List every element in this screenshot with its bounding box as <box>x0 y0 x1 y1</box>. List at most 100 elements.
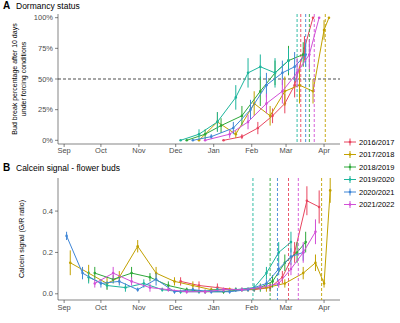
point <box>241 114 244 117</box>
point <box>204 290 207 293</box>
plot-area <box>58 14 340 144</box>
legend-key <box>344 167 356 168</box>
point <box>265 272 268 275</box>
error-bar <box>241 288 242 292</box>
y-tick <box>55 79 58 80</box>
panel-label: A <box>3 0 10 11</box>
release-line <box>305 14 306 144</box>
point <box>304 53 307 56</box>
point <box>93 282 96 285</box>
error-bar <box>260 54 261 79</box>
legend-key <box>350 164 351 171</box>
y-tick <box>55 48 58 49</box>
error-bar <box>248 115 249 130</box>
error-bar <box>113 267 114 279</box>
y-tick-label: 0.0 <box>43 289 53 298</box>
error-bar <box>131 277 132 285</box>
error-bar <box>229 290 230 294</box>
error-bar <box>282 79 283 104</box>
legend-label: 2021/2022 <box>359 200 394 209</box>
point <box>216 121 219 124</box>
point <box>259 286 262 289</box>
series-line <box>181 61 289 141</box>
error-bar <box>266 267 267 279</box>
x-tick-label: Apr <box>318 303 330 312</box>
error-bar <box>221 118 222 133</box>
point <box>323 282 326 285</box>
point <box>149 276 152 279</box>
legend-key <box>349 178 352 181</box>
point <box>302 272 305 275</box>
y-tick-label: 0.4 <box>43 207 53 216</box>
error-bar <box>217 112 218 132</box>
error-bar <box>180 277 181 285</box>
point <box>293 65 296 68</box>
x-tick-label: Jan <box>208 303 220 312</box>
point <box>185 139 188 142</box>
error-bar <box>156 273 157 285</box>
series <box>65 178 304 300</box>
error-bar <box>205 290 206 294</box>
error-bar <box>137 240 138 252</box>
point <box>192 284 195 287</box>
legend-key <box>344 154 356 155</box>
point <box>265 102 268 105</box>
series <box>93 178 316 300</box>
point <box>124 286 127 289</box>
point <box>302 53 305 56</box>
point <box>130 272 133 275</box>
point <box>106 284 109 287</box>
point <box>328 16 331 19</box>
point <box>290 241 293 244</box>
x-tick-label: Sep <box>57 146 70 155</box>
series-line <box>205 18 319 141</box>
y-tick <box>55 17 58 18</box>
title: Dormancy status <box>16 1 80 11</box>
release-line <box>277 178 278 300</box>
error-bar <box>282 271 283 283</box>
point <box>287 59 290 62</box>
error-bar <box>137 288 138 292</box>
error-bar <box>315 219 316 244</box>
x-tick-label: Mar <box>280 146 293 155</box>
error-bar <box>315 255 316 272</box>
error-bar <box>241 106 242 126</box>
point <box>314 230 317 233</box>
point <box>234 133 237 136</box>
series-line <box>67 236 304 292</box>
error-bar <box>248 58 249 87</box>
x-tick-label: Feb <box>245 146 258 155</box>
x-tick-label: Mar <box>280 303 293 312</box>
error-bar <box>309 40 310 69</box>
series-line <box>224 18 314 141</box>
error-bar <box>324 20 325 40</box>
point <box>257 127 260 130</box>
x-tick-label: Oct <box>95 146 108 155</box>
point <box>234 96 237 99</box>
y-axis-label: under forcing conditions <box>20 41 28 116</box>
point <box>277 268 280 271</box>
error-bar <box>306 186 307 215</box>
y-axis-line <box>58 178 59 300</box>
point <box>149 286 152 289</box>
series-line <box>187 54 303 140</box>
release-line <box>309 14 310 144</box>
error-bar <box>149 283 150 291</box>
point <box>293 84 296 87</box>
y-tick <box>55 252 58 253</box>
point <box>143 282 146 285</box>
error-bar <box>270 106 271 126</box>
background <box>0 0 400 323</box>
point <box>241 135 244 138</box>
series-line <box>193 54 306 140</box>
point <box>281 72 284 75</box>
error-bar <box>192 288 193 292</box>
release-line <box>300 14 301 144</box>
x-tick-label: Feb <box>245 303 258 312</box>
release-line <box>270 178 271 300</box>
y-tick-label: 0% <box>42 136 53 145</box>
point <box>269 114 272 117</box>
legend-key <box>349 191 352 194</box>
x-axis-line <box>58 144 340 145</box>
plot-area <box>65 178 331 300</box>
